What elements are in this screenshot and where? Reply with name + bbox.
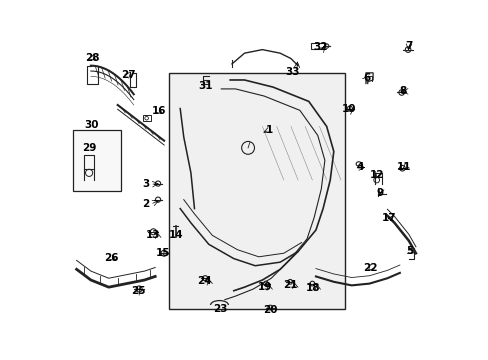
Bar [142,115,150,121]
Text: 17: 17 [381,213,396,223]
Text: 26: 26 [104,252,119,262]
Text: 31: 31 [198,81,212,91]
Text: 11: 11 [396,162,411,172]
Text: 23: 23 [212,304,227,314]
Text: 24: 24 [197,276,211,286]
Text: 10: 10 [341,104,355,114]
Text: 3: 3 [142,179,149,189]
Text: 32: 32 [313,42,327,52]
Text: 25: 25 [130,287,145,296]
Text: 22: 22 [363,263,377,273]
Text: 28: 28 [84,53,99,63]
Text: 29: 29 [82,143,96,153]
Text: 27: 27 [121,69,136,80]
Text: 12: 12 [369,170,384,180]
Text: 18: 18 [305,283,320,293]
Bar [169,73,344,309]
Text: 21: 21 [283,280,297,290]
Text: 16: 16 [151,106,166,116]
Text: 7: 7 [404,41,412,51]
Bar [73,130,121,191]
Bar [311,43,324,49]
Text: 30: 30 [84,120,99,130]
Text: 9: 9 [376,188,383,198]
Text: 5: 5 [406,247,413,256]
Text: 19: 19 [257,282,271,292]
Text: 1: 1 [265,125,273,135]
Text: 2: 2 [142,199,149,209]
Text: 13: 13 [146,230,161,240]
Text: 6: 6 [362,73,369,83]
Text: 14: 14 [168,230,183,240]
Text: 15: 15 [156,248,170,258]
Text: 4: 4 [355,162,363,172]
Text: 20: 20 [263,305,277,315]
Text: 33: 33 [285,67,299,77]
Text: 8: 8 [399,86,406,96]
